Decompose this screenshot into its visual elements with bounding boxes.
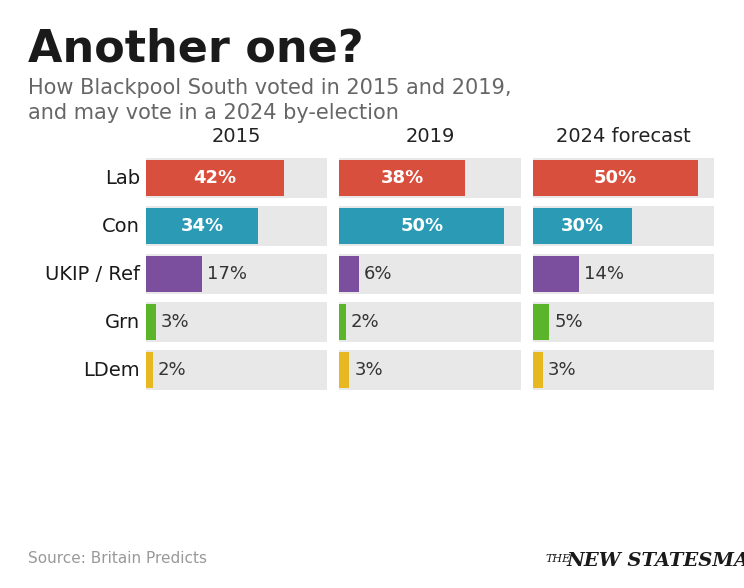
Text: 50%: 50% (594, 169, 637, 187)
Text: 2019: 2019 (405, 127, 455, 146)
Bar (146, 302, 327, 342)
Bar (533, 254, 714, 294)
Text: 38%: 38% (380, 169, 423, 187)
Bar (533, 256, 579, 292)
Text: 5%: 5% (554, 313, 583, 331)
Text: 3%: 3% (161, 313, 190, 331)
Bar (146, 208, 258, 244)
Text: 34%: 34% (181, 217, 224, 235)
Bar (533, 350, 714, 390)
Bar (339, 256, 359, 292)
Text: 14%: 14% (584, 265, 623, 283)
Bar (339, 352, 349, 388)
Text: Source: Britain Predicts: Source: Britain Predicts (28, 551, 207, 566)
Bar (146, 256, 202, 292)
Text: 3%: 3% (354, 361, 383, 379)
Bar (146, 254, 327, 294)
Bar (339, 206, 521, 246)
Bar (146, 206, 327, 246)
Bar (339, 302, 521, 342)
Text: 42%: 42% (193, 169, 237, 187)
Bar (146, 350, 327, 390)
Bar (533, 206, 714, 246)
Text: and may vote in a 2024 by-election: and may vote in a 2024 by-election (28, 103, 399, 123)
Text: UKIP / Ref: UKIP / Ref (45, 265, 140, 283)
Text: 17%: 17% (207, 265, 247, 283)
Text: Grn: Grn (105, 312, 140, 332)
Bar (339, 304, 346, 340)
Text: 50%: 50% (400, 217, 443, 235)
Text: Another one?: Another one? (28, 28, 364, 71)
Bar (339, 350, 521, 390)
Bar (533, 158, 714, 198)
Text: 6%: 6% (364, 265, 393, 283)
Bar (339, 160, 464, 196)
Text: LDem: LDem (83, 360, 140, 379)
Bar (533, 352, 542, 388)
Bar (339, 158, 521, 198)
Text: NEW STATESMAN: NEW STATESMAN (567, 552, 744, 570)
Bar (533, 302, 714, 342)
Bar (146, 304, 156, 340)
Text: 2015: 2015 (212, 127, 261, 146)
Text: 2%: 2% (351, 313, 379, 331)
Bar (146, 158, 327, 198)
Bar (533, 304, 549, 340)
Text: Con: Con (102, 216, 140, 236)
Text: 30%: 30% (560, 217, 603, 235)
Text: 2024 forecast: 2024 forecast (556, 127, 690, 146)
Bar (339, 208, 504, 244)
Text: 2%: 2% (158, 361, 186, 379)
Bar (533, 160, 698, 196)
Bar (146, 160, 284, 196)
Text: How Blackpool South voted in 2015 and 2019,: How Blackpool South voted in 2015 and 20… (28, 78, 512, 98)
Bar (339, 254, 521, 294)
Text: Lab: Lab (105, 169, 140, 188)
Bar (146, 352, 153, 388)
Text: 3%: 3% (548, 361, 576, 379)
Bar (533, 208, 632, 244)
Text: THE: THE (545, 554, 570, 564)
